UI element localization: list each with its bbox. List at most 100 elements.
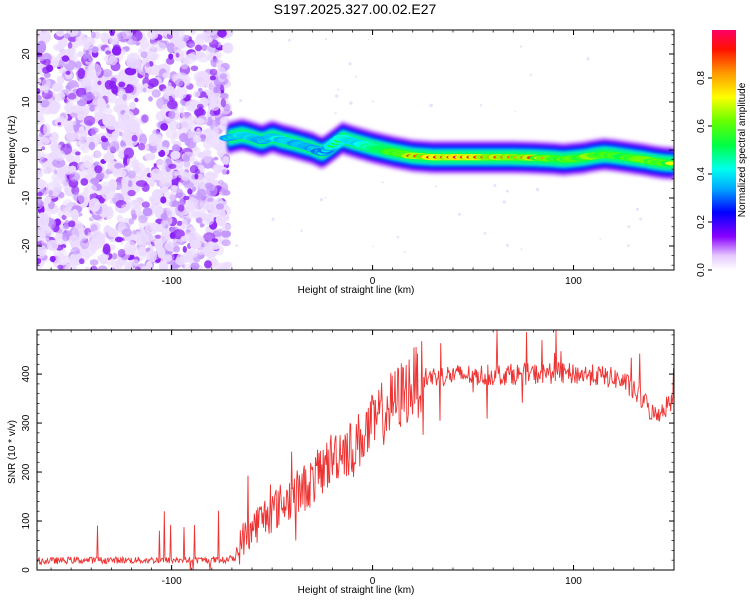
noise-blob xyxy=(110,31,115,37)
snr-ylabel: SNR (10 * v/v) xyxy=(7,420,18,484)
noise-blob xyxy=(144,73,149,79)
noise-blob xyxy=(94,165,103,174)
noise-blob xyxy=(196,188,207,199)
noise-blob xyxy=(108,179,118,192)
noise-blob xyxy=(90,235,106,249)
noise-blob xyxy=(105,104,110,109)
noise-blob xyxy=(173,44,182,55)
noise-blob xyxy=(124,67,137,76)
noise-blob xyxy=(90,84,101,97)
noise-blob xyxy=(121,204,132,211)
noise-blob xyxy=(117,31,127,40)
noise-blob xyxy=(90,177,100,185)
noise-blob xyxy=(168,163,177,169)
noise-blob xyxy=(57,122,62,126)
noise-blob xyxy=(209,68,218,76)
noise-blob xyxy=(58,59,65,68)
noise-blob xyxy=(62,233,70,242)
colorbar-tick-label: 0.8 xyxy=(696,71,707,85)
noise-blob xyxy=(195,217,203,224)
noise-speck xyxy=(348,62,352,66)
colorbar-gradient xyxy=(712,30,736,270)
noise-blob xyxy=(176,220,183,226)
noise-blob xyxy=(50,137,59,144)
noise-blob xyxy=(138,246,148,257)
noise-blob xyxy=(157,246,166,259)
noise-blob xyxy=(79,246,95,257)
noise-blob xyxy=(150,41,167,52)
noise-blob xyxy=(195,44,202,52)
spectrogram-noise-field xyxy=(37,30,643,270)
colorbar-tick-label: 0.6 xyxy=(696,119,707,133)
noise-blob xyxy=(160,220,166,228)
noise-blob xyxy=(71,209,79,222)
noise-blob xyxy=(194,173,199,180)
noise-blob xyxy=(220,98,226,108)
noise-blob xyxy=(182,155,191,162)
noise-blob xyxy=(183,195,190,201)
noise-blob xyxy=(39,30,50,44)
noise-blob xyxy=(206,86,222,99)
noise-blob xyxy=(176,84,188,100)
noise-blob xyxy=(194,108,206,117)
noise-blob xyxy=(69,172,80,182)
noise-blob xyxy=(97,98,107,111)
colorbar-label: Normalized spectral amplitude xyxy=(737,82,748,217)
noise-blob xyxy=(164,200,172,207)
noise-blob xyxy=(61,214,67,221)
noise-speck xyxy=(288,38,291,42)
noise-blob xyxy=(178,212,184,219)
noise-blob xyxy=(38,132,45,137)
noise-speck xyxy=(337,88,340,91)
x-tick-label: 100 xyxy=(565,276,582,287)
noise-blob xyxy=(199,200,208,209)
snr-frame xyxy=(36,329,675,571)
noise-blob xyxy=(202,73,208,78)
noise-blob xyxy=(88,198,101,213)
noise-blob xyxy=(217,30,227,38)
spectrogram-ylabel: Frequency (Hz) xyxy=(7,116,18,185)
noise-blob xyxy=(106,226,115,235)
noise-blob xyxy=(75,151,81,156)
noise-blob xyxy=(108,35,119,45)
noise-blob xyxy=(120,141,126,147)
noise-blob xyxy=(196,127,201,135)
noise-blob xyxy=(108,55,118,66)
noise-speck xyxy=(586,57,590,61)
noise-blob xyxy=(58,92,65,99)
ridge-core xyxy=(664,161,674,166)
y-tick-label: 400 xyxy=(21,365,32,382)
noise-blob xyxy=(37,169,43,179)
noise-blob xyxy=(209,75,216,81)
noise-blob xyxy=(47,239,59,251)
noise-blob xyxy=(124,240,137,255)
spectrogram-y-ticks: -20 -10 0 10 20 xyxy=(21,34,674,266)
noise-speck xyxy=(324,196,326,199)
noise-blob xyxy=(123,110,135,125)
noise-blob xyxy=(67,92,77,100)
noise-blob xyxy=(161,140,170,149)
noise-blob xyxy=(87,231,92,240)
noise-speck xyxy=(349,101,353,105)
noise-blob xyxy=(206,116,213,127)
noise-blob xyxy=(146,249,157,263)
noise-blob xyxy=(42,169,49,175)
noise-blob xyxy=(189,165,199,174)
y-tick-label: -20 xyxy=(21,238,32,253)
noise-blob xyxy=(217,209,226,218)
noise-blob xyxy=(170,232,174,238)
noise-blob xyxy=(102,243,111,255)
spectrogram-x-ticks: -100 0 100 xyxy=(50,30,675,287)
noise-blob xyxy=(175,158,183,163)
colorbar-tick-label: 0.0 xyxy=(696,263,707,277)
noise-blob xyxy=(100,135,107,142)
figure-title: S197.2025.327.00.02.E27 xyxy=(274,1,437,17)
noise-blob xyxy=(88,141,96,151)
noise-blob xyxy=(37,33,43,40)
noise-blob xyxy=(155,111,166,122)
noise-blob xyxy=(188,101,195,107)
noise-blob xyxy=(77,67,86,80)
noise-blob xyxy=(190,65,199,72)
noise-blob xyxy=(80,162,95,173)
